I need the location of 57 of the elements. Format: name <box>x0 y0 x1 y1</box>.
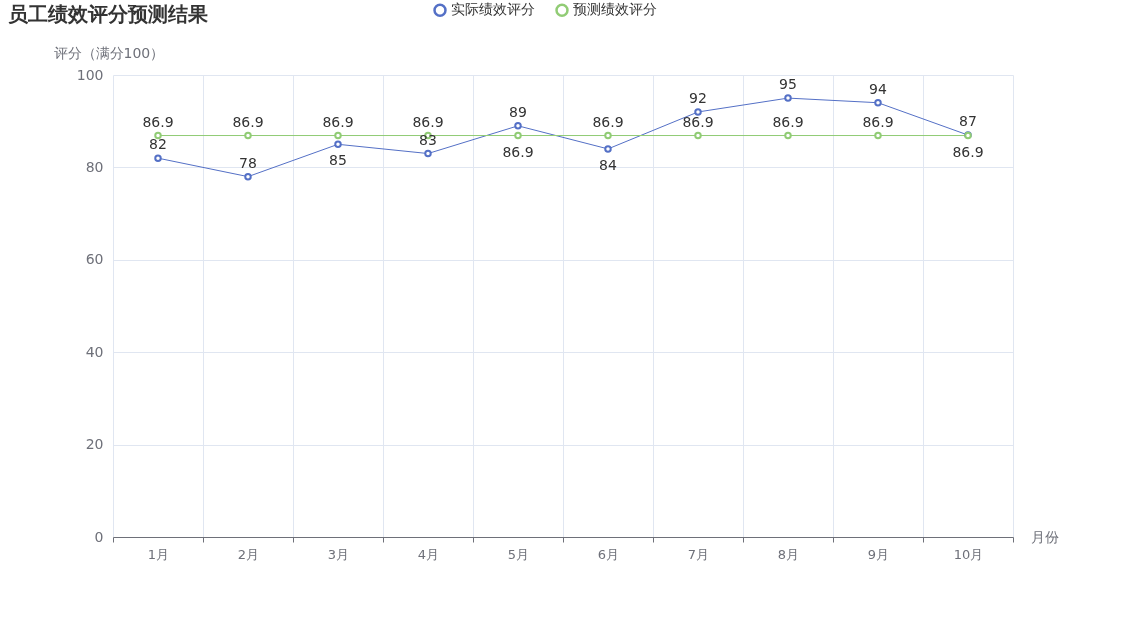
point <box>334 131 342 140</box>
data-label: 82 <box>149 136 167 153</box>
data-label: 85 <box>329 152 347 169</box>
x-tick-label: 10月 <box>953 546 984 562</box>
point <box>154 154 162 162</box>
y-axis-title: 评分（满分100） <box>53 44 165 61</box>
data-label: 92 <box>689 89 707 106</box>
point <box>514 122 522 130</box>
chart-title: 员工绩效评分预测结果 <box>8 2 209 26</box>
data-label: 94 <box>869 80 887 97</box>
x-tick-label: 8月 <box>777 546 800 562</box>
x-axis-title: 月份 <box>1030 528 1059 545</box>
point <box>784 94 792 102</box>
y-tick-label: 40 <box>85 343 104 360</box>
data-label: 84 <box>599 156 617 173</box>
x-tick-label: 3月 <box>327 546 350 562</box>
data-label: 83 <box>419 131 437 148</box>
point <box>694 131 702 140</box>
point <box>784 131 792 140</box>
data-label: 86.9 <box>232 113 264 130</box>
point <box>874 131 882 140</box>
data-label: 86.9 <box>142 113 174 130</box>
point <box>604 145 612 153</box>
data-label: 89 <box>509 103 527 120</box>
point <box>874 98 882 107</box>
data-label: 86.9 <box>682 113 714 130</box>
point <box>694 108 702 116</box>
x-tick-label: 7月 <box>687 546 710 562</box>
point <box>604 131 612 140</box>
y-tick-label: 0 <box>94 528 104 545</box>
x-tick-label: 6月 <box>597 546 620 562</box>
legend-label: 预测绩效评分 <box>573 1 657 18</box>
point <box>244 172 252 181</box>
data-label: 86.9 <box>592 113 624 130</box>
data-label: 86.9 <box>412 113 444 130</box>
data-label: 86.9 <box>862 113 894 130</box>
data-label: 95 <box>779 76 797 93</box>
y-tick-label: 80 <box>85 158 104 175</box>
x-tick-label: 4月 <box>417 546 440 562</box>
point <box>244 131 252 140</box>
data-label: 86.9 <box>322 113 354 130</box>
y-tick-label: 100 <box>76 66 104 83</box>
x-tick-label: 9月 <box>867 546 890 562</box>
data-label: 86.9 <box>952 143 984 160</box>
x-tick-label: 5月 <box>507 546 530 562</box>
data-label: 86.9 <box>502 143 534 160</box>
x-tick-label: 1月 <box>147 546 170 562</box>
x-tick-label: 2月 <box>237 546 260 562</box>
point <box>514 131 522 140</box>
data-label: 86.9 <box>772 113 804 130</box>
data-label: 78 <box>239 154 257 171</box>
point <box>334 140 342 149</box>
y-tick-label: 20 <box>85 436 104 453</box>
y-tick-label: 60 <box>85 251 104 268</box>
data-label: 87 <box>959 113 977 130</box>
point <box>424 149 432 158</box>
legend-label: 实际绩效评分 <box>451 1 535 18</box>
